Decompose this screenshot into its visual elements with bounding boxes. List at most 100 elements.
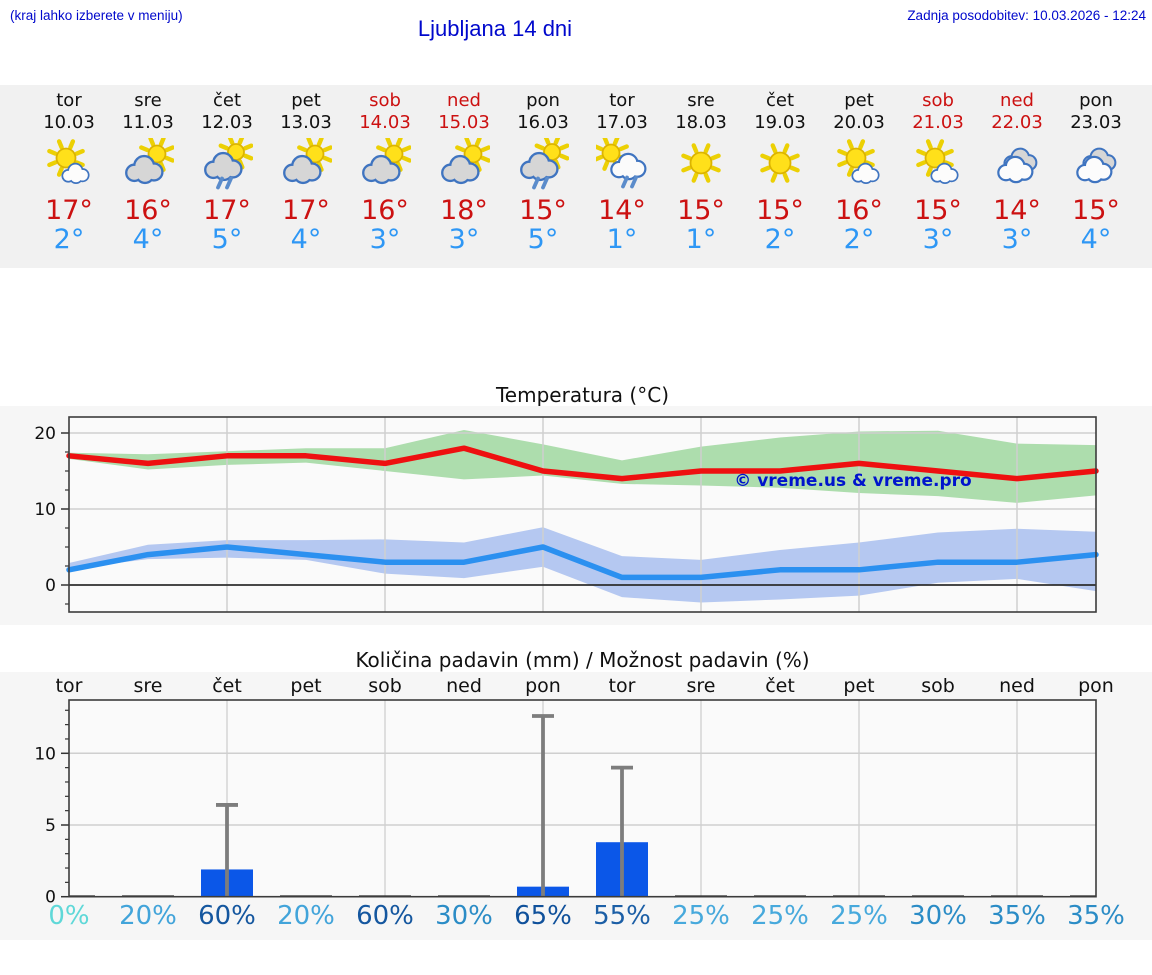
precip-day-label: tor — [56, 675, 83, 697]
day-icon — [1057, 134, 1136, 194]
day-date: 11.03 — [122, 112, 174, 133]
precip-day-label: ned — [999, 675, 1035, 697]
clouds-icon — [997, 147, 1038, 184]
day-icon — [899, 134, 978, 194]
day-max-temp: 17° — [203, 195, 251, 226]
day-min-temp: 5° — [211, 224, 243, 255]
day-name: ned — [1000, 90, 1034, 111]
precip-day-label: sre — [687, 675, 716, 697]
cloud-sun-rain-icon — [520, 138, 569, 190]
day-name: tor — [609, 90, 635, 111]
precip-probability-label: 30% — [909, 901, 967, 931]
cloud-sun-icon — [362, 138, 411, 185]
sun-icon — [760, 143, 800, 183]
day-max-temp: 16° — [124, 195, 172, 226]
sun-icon — [681, 143, 721, 183]
day-date: 19.03 — [754, 112, 806, 133]
day-name: pet — [844, 90, 874, 111]
forecast-day: ned 22.03 14° 3° — [978, 85, 1057, 268]
forecast-day: čet 19.03 15° 2° — [741, 85, 820, 268]
day-name: ned — [447, 90, 481, 111]
min-temperature-line — [66, 544, 1099, 581]
precip-day-label: sre — [134, 675, 163, 697]
day-min-temp: 4° — [290, 224, 322, 255]
day-max-temp: 15° — [519, 195, 567, 226]
day-name: sob — [922, 90, 954, 111]
forecast-day: sob 14.03 16° 3° — [346, 85, 425, 268]
forecast-day: sre 11.03 16° 4° — [109, 85, 188, 268]
day-max-temp: 14° — [993, 195, 1041, 226]
day-date: 12.03 — [201, 112, 253, 133]
day-name: čet — [212, 90, 242, 111]
day-min-temp: 3° — [1001, 224, 1033, 255]
temp-axis-label: 0 — [45, 576, 56, 596]
max-range-band — [69, 429, 1096, 503]
day-max-temp: 17° — [45, 195, 93, 226]
forecast-day: sob 21.03 15° 3° — [899, 85, 978, 268]
day-date: 14.03 — [359, 112, 411, 133]
cloud-sun-icon — [283, 138, 332, 185]
sun-cloud-rain-icon — [596, 138, 647, 189]
day-min-temp: 2° — [843, 224, 875, 255]
temperature-chart-title: Temperatura (°C) — [495, 383, 669, 407]
forecast-day: tor 17.03 14° 1° — [583, 85, 662, 268]
precip-day-label: pet — [290, 675, 321, 697]
precipitation-chart: tor sre čet pet sob ned pon tor sre čet pet sob ned p… — [0, 672, 1152, 940]
day-max-temp: 17° — [282, 195, 330, 226]
temp-axis-label: 10 — [34, 500, 56, 520]
forecast-day: pon 16.03 15° 5° — [504, 85, 583, 268]
precipitation-chart-title: Količina padavin (mm) / Možnost padavin … — [355, 648, 810, 672]
day-min-temp: 2° — [764, 224, 796, 255]
precip-day-label: ned — [446, 675, 482, 697]
day-max-temp: 16° — [361, 195, 409, 226]
precip-probability-label: 20% — [277, 901, 335, 931]
day-min-temp: 1° — [685, 224, 717, 255]
day-min-temp: 4° — [1080, 224, 1112, 255]
day-max-temp: 15° — [756, 195, 804, 226]
day-icon — [188, 134, 267, 194]
day-icon — [504, 134, 583, 194]
day-date: 22.03 — [991, 112, 1043, 133]
precip-day-label: pet — [843, 675, 874, 697]
day-min-temp: 2° — [53, 224, 85, 255]
precip-day-label: sob — [921, 675, 955, 697]
day-name: čet — [765, 90, 795, 111]
precip-day-label: sob — [368, 675, 402, 697]
precip-probability-label: 30% — [435, 901, 493, 931]
precip-day-label: pon — [1078, 675, 1114, 697]
forecast-day: ned 15.03 18° 3° — [425, 85, 504, 268]
cloud-sun-rain-icon — [204, 138, 253, 190]
temp-axis-label: 20 — [34, 424, 56, 444]
day-name: pon — [526, 90, 560, 111]
precip-probability-label: 25% — [830, 901, 888, 931]
day-date: 23.03 — [1070, 112, 1122, 133]
day-min-temp: 5° — [527, 224, 559, 255]
day-name: sre — [687, 90, 715, 111]
day-icon — [583, 134, 662, 194]
precip-probability-label: 35% — [988, 901, 1046, 931]
location-menu-hint: (kraj lahko izberete v meniju) — [10, 8, 183, 23]
day-name: tor — [56, 90, 82, 111]
day-date: 21.03 — [912, 112, 964, 133]
day-max-temp: 15° — [914, 195, 962, 226]
day-icon — [978, 134, 1057, 194]
day-date: 15.03 — [438, 112, 490, 133]
day-date: 13.03 — [280, 112, 332, 133]
precip-probability-label: 60% — [198, 901, 256, 931]
precip-day-label: tor — [609, 675, 636, 697]
cloud-sun-icon — [441, 138, 490, 185]
last-update-timestamp: Zadnja posodobitev: 10.03.2026 - 12:24 — [907, 8, 1146, 23]
temperature-chart: 0 10 20 © vreme.us & vreme.pro — [0, 406, 1152, 625]
day-icon — [267, 134, 346, 194]
day-date: 16.03 — [517, 112, 569, 133]
day-min-temp: 4° — [132, 224, 164, 255]
precip-probability-label: 65% — [514, 901, 572, 931]
day-name: sre — [134, 90, 162, 111]
forecast-day: tor 10.03 17° 2° — [30, 85, 109, 268]
day-min-temp: 1° — [606, 224, 638, 255]
precip-probability-label: 55% — [593, 901, 651, 931]
day-max-temp: 15° — [1072, 195, 1120, 226]
day-max-temp: 15° — [677, 195, 725, 226]
day-name: sob — [369, 90, 401, 111]
